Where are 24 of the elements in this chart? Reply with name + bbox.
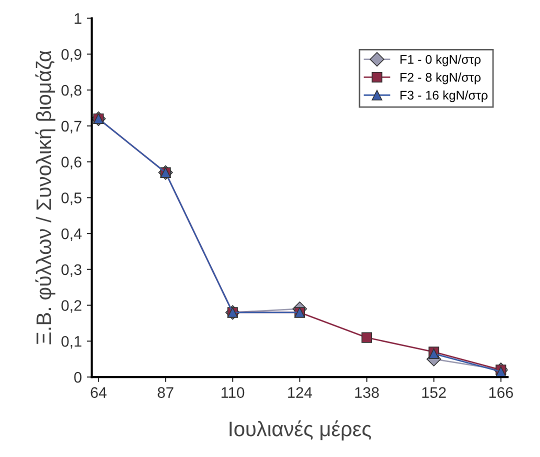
y-tick-label: 0,7	[61, 120, 82, 134]
x-tick-label: 152	[422, 387, 446, 398]
x-tick-label: 87	[158, 387, 174, 398]
y-tick-label: 0,6	[61, 156, 82, 170]
y-tick-label: 0,1	[61, 336, 82, 349]
y-tick-label: 1	[74, 13, 82, 24]
legend-label: F2 - 8 kgN/στρ	[400, 72, 481, 84]
y-tick-label: 0,5	[61, 192, 82, 206]
y-tick-label: 0,8	[61, 84, 82, 98]
point	[361, 332, 372, 343]
x-tick-label: 64	[90, 387, 107, 398]
y-axis-title: Ξ.Β. φύλλων / Συνολική βιομάζα	[35, 50, 56, 344]
legend-label: F1 - 0 kgN/στρ	[400, 54, 481, 66]
y-tick-label: 0,3	[61, 264, 82, 277]
x-tick-label: 124	[288, 387, 312, 398]
y-tick-label: 0	[74, 372, 82, 383]
y-tick-label: 0,9	[61, 49, 82, 62]
x-tick-label: 166	[489, 387, 513, 398]
x-tick-label: 110	[222, 387, 244, 398]
x-tick-label: 138	[355, 387, 379, 398]
legend-label: F3 - 16 kgN/στρ	[400, 90, 488, 102]
x-axis-title: Ιουλιανές μέρες	[230, 420, 371, 440]
y-tick-label: 0,4	[61, 228, 82, 242]
y-tick-label: 0,2	[61, 300, 82, 313]
